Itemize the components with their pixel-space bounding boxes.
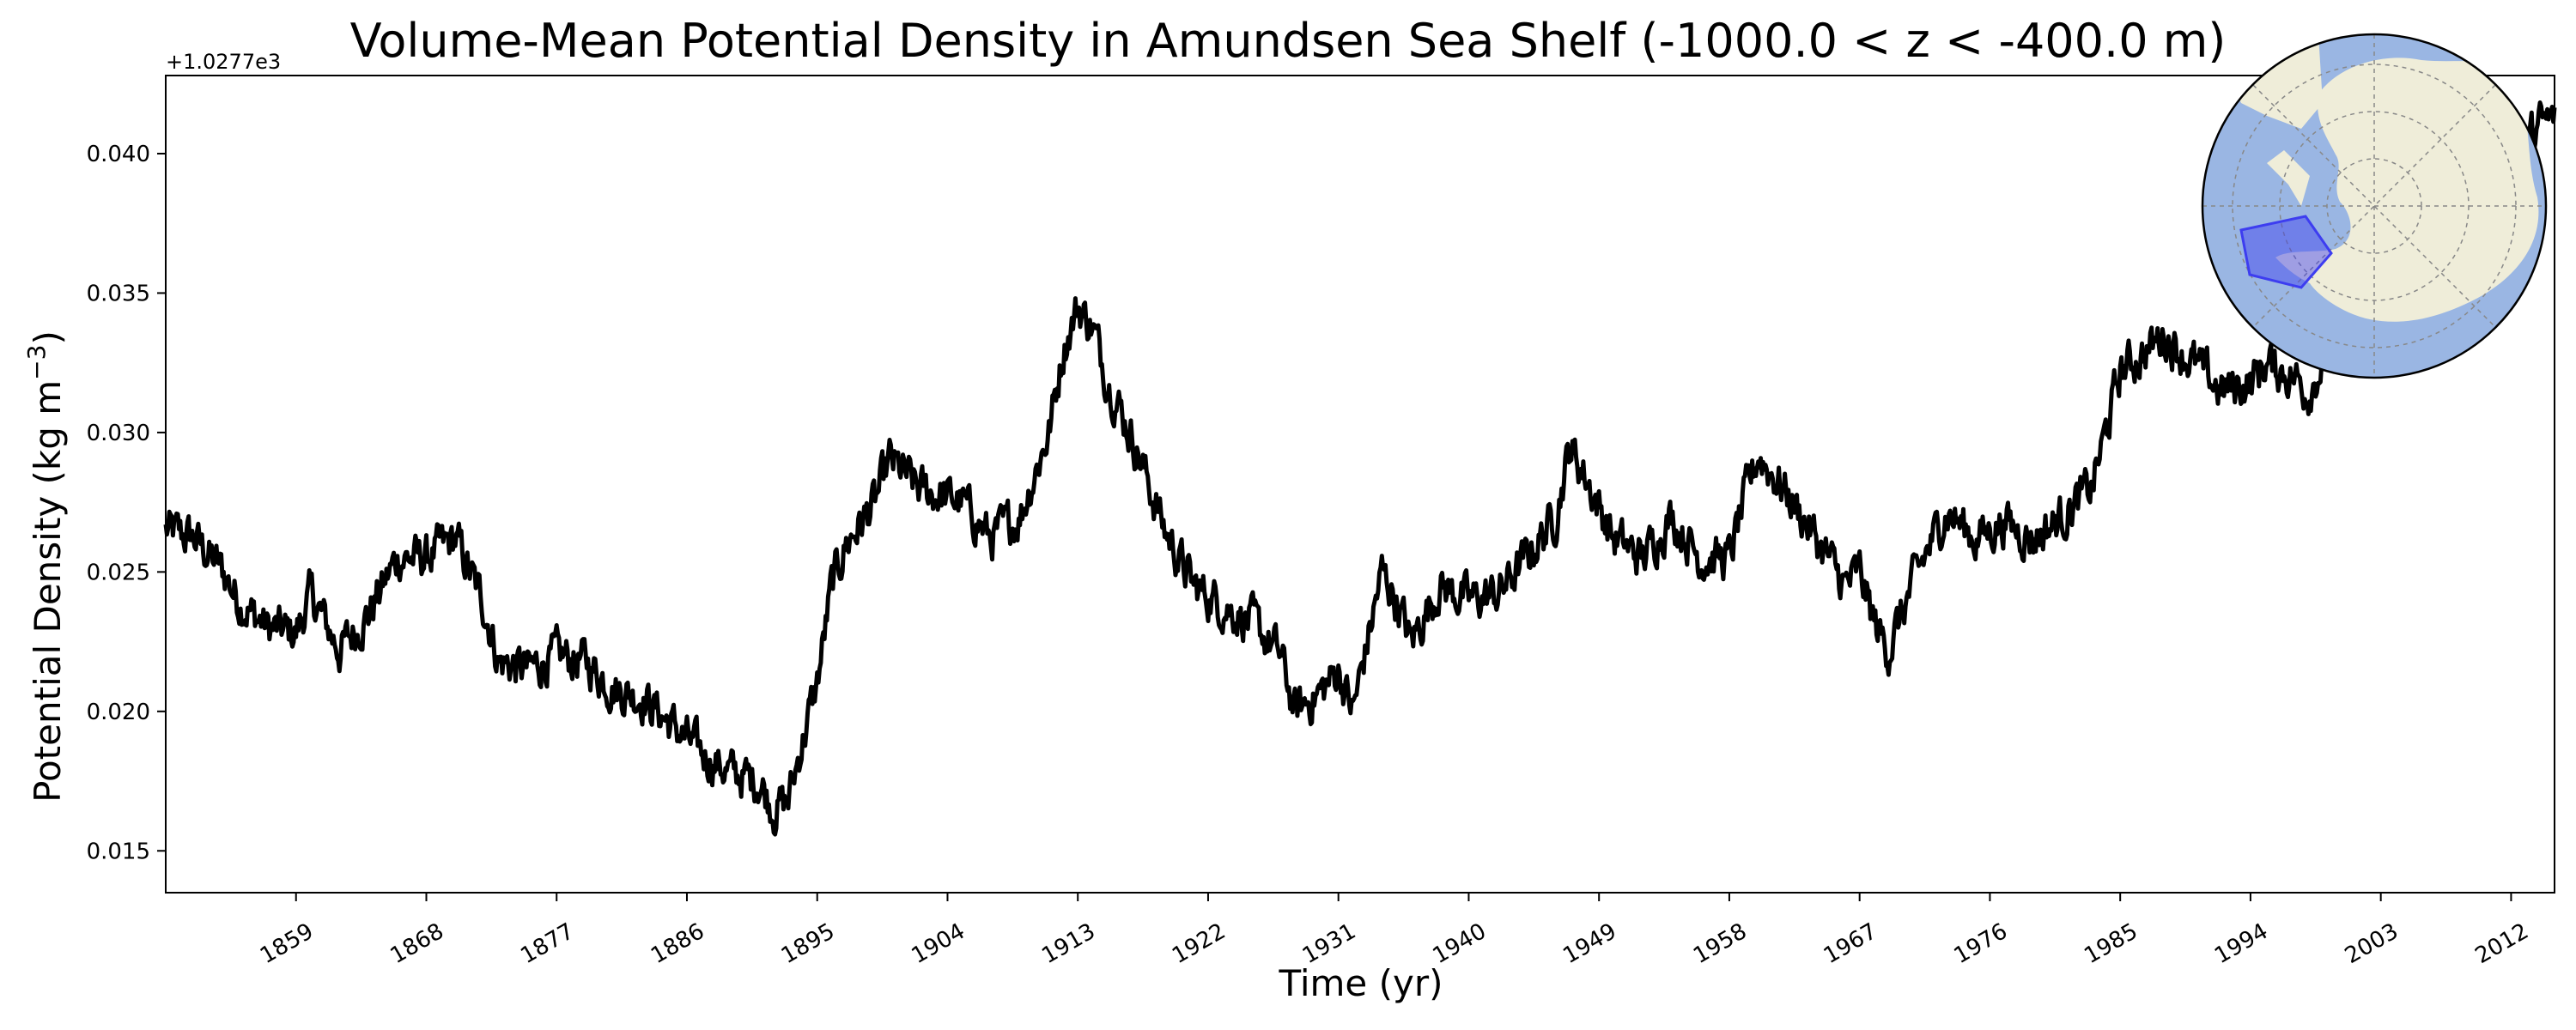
inset-antarctica-map xyxy=(2201,33,2548,379)
plot-area xyxy=(163,75,2557,894)
y-tick-label: 0.020 xyxy=(87,700,150,725)
y-tick-label: 0.030 xyxy=(87,421,150,446)
chart-title: Volume-Mean Potential Density in Amundse… xyxy=(350,14,2227,68)
x-tick-label: 1949 xyxy=(1558,918,1620,969)
x-axis-ticks: 1859 1868 1877 1886 1895 1904 1913 1922 1931 1940… xyxy=(256,893,2533,969)
axes-frame xyxy=(165,75,2555,894)
map-land-peninsula xyxy=(2267,150,2310,206)
map-selected-region xyxy=(2239,215,2333,289)
y-tick-label: 0.025 xyxy=(87,560,150,585)
x-tick-label: 1994 xyxy=(2210,918,2272,969)
series-line-potential-density xyxy=(163,100,2557,837)
y-axis-ticks: 0.015 0.020 0.025 0.030 0.035 0.040 xyxy=(87,142,166,864)
y-axis-label: Potential Density (kg m−3) xyxy=(22,330,69,803)
x-tick-label: 1985 xyxy=(2080,918,2142,969)
x-tick-label: 1958 xyxy=(1689,918,1751,969)
y-tick-label: 0.015 xyxy=(87,839,150,864)
map-border xyxy=(2201,33,2548,379)
x-tick-label: 1976 xyxy=(1950,918,2012,969)
x-tick-label: 1967 xyxy=(1820,918,1881,969)
y-tick-label: 0.040 xyxy=(87,142,150,167)
x-tick-label: 1922 xyxy=(1168,918,1230,969)
x-tick-label: 1895 xyxy=(777,918,839,969)
x-axis-label: Time (yr) xyxy=(1278,962,1443,1004)
x-tick-label: 1904 xyxy=(908,918,969,969)
y-axis-label-suffix: ) xyxy=(27,330,69,344)
y-tick-label: 0.035 xyxy=(87,281,150,306)
x-tick-label: 2003 xyxy=(2341,918,2403,969)
x-tick-label: 1886 xyxy=(647,918,708,969)
y-axis-label-main: Potential Density (kg m xyxy=(27,380,69,803)
x-tick-label: 2012 xyxy=(2471,918,2533,969)
x-tick-label: 1877 xyxy=(516,918,578,969)
x-tick-label: 1859 xyxy=(256,918,318,969)
map-land-antarctica xyxy=(2275,58,2539,322)
y-axis-label-exponent: −3 xyxy=(22,345,51,380)
x-tick-label: 1913 xyxy=(1037,918,1099,969)
y-axis-offset-text: +1.0277e3 xyxy=(166,50,281,74)
x-tick-label: 1868 xyxy=(386,918,448,969)
